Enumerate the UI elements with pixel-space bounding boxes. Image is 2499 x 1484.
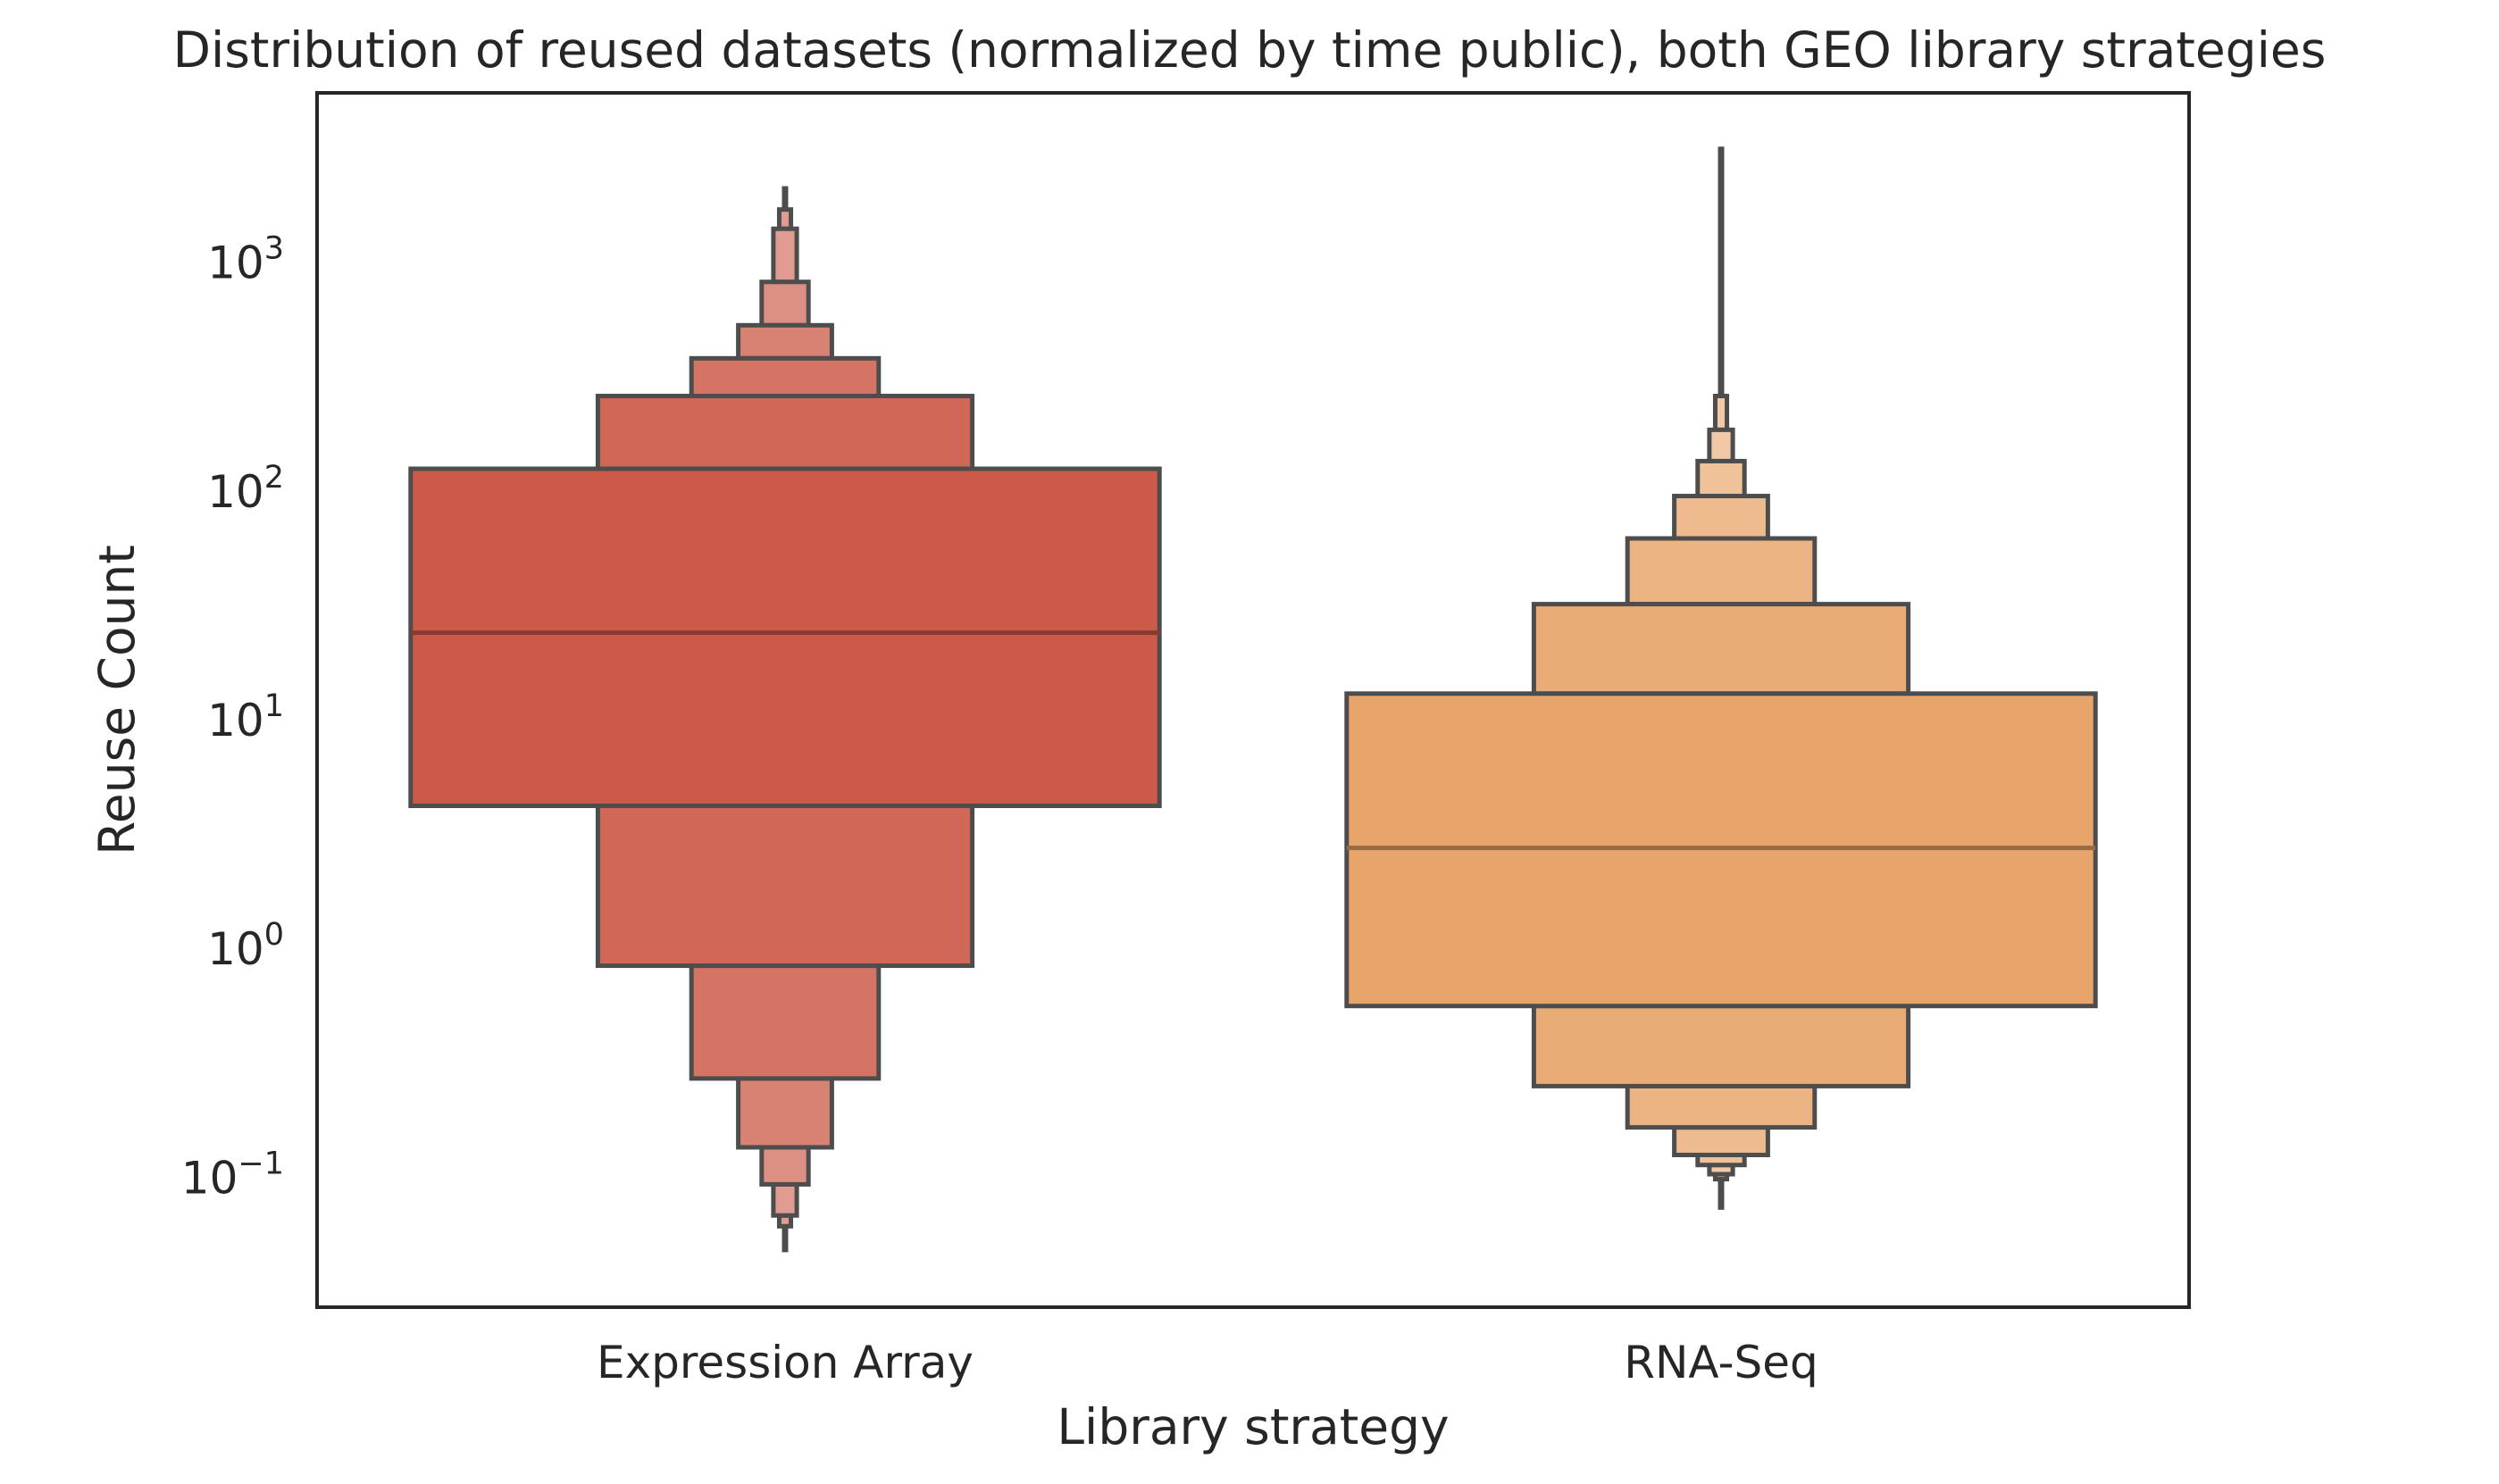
boxen-box-level-6-upper xyxy=(1707,427,1735,463)
x-axis-label: Library strategy xyxy=(1057,1398,1449,1455)
y-tick-label: 103 xyxy=(207,231,284,289)
y-tick-label: 100 xyxy=(207,917,284,975)
x-axis: Expression Array RNA-Seq xyxy=(597,1337,1818,1388)
boxen-box-level-5-upper xyxy=(759,279,811,328)
boxen-expression-array xyxy=(408,186,1162,1253)
y-tick-label: 101 xyxy=(207,688,284,746)
y-tick-label: 10−1 xyxy=(181,1146,284,1204)
plot-frame xyxy=(315,91,2191,1309)
x-tick-label: Expression Array xyxy=(597,1337,974,1388)
boxen-box-level-3-upper xyxy=(1625,536,1818,607)
plot-area xyxy=(408,146,2098,1253)
boxen-box-level-2-lower xyxy=(595,804,975,969)
x-tick-label: RNA-Seq xyxy=(1624,1337,1818,1388)
boxen-box-level-2-upper xyxy=(595,394,975,471)
y-axis-label: Reuse Count xyxy=(88,545,146,855)
boxen-box-level-4-upper xyxy=(1672,494,1770,541)
boxen-box-level-3-upper xyxy=(689,355,882,399)
boxen-box-level-3-lower xyxy=(1625,1083,1818,1130)
boxen-box-level-2-lower xyxy=(1531,1004,1911,1088)
boxen-box-level-4-upper xyxy=(736,322,834,361)
boxen-box-level-6-lower xyxy=(771,1181,799,1218)
boxen-box-level-4-lower xyxy=(1672,1125,1770,1158)
boxen-box-level-2-upper xyxy=(1531,602,1911,696)
boxen-rna-seq xyxy=(1344,146,2098,1210)
boxen-box-level-4-lower xyxy=(736,1076,834,1150)
boxen-box-level-7-upper xyxy=(1712,394,1730,432)
boxen-box-level-5-upper xyxy=(1695,458,1747,499)
boxen-box-level-6-upper xyxy=(771,226,799,285)
boxen-box-level-7-upper xyxy=(776,207,794,231)
boxen-box-level-5-lower xyxy=(759,1145,811,1187)
y-axis: 10−1 100 101 102 103 xyxy=(181,231,284,1205)
boxen-box-level-3-lower xyxy=(689,963,882,1081)
boxen-box-level-1 xyxy=(408,466,1162,809)
chart-title: Distribution of reused datasets (normali… xyxy=(173,21,2327,79)
y-tick-label: 102 xyxy=(207,460,284,518)
